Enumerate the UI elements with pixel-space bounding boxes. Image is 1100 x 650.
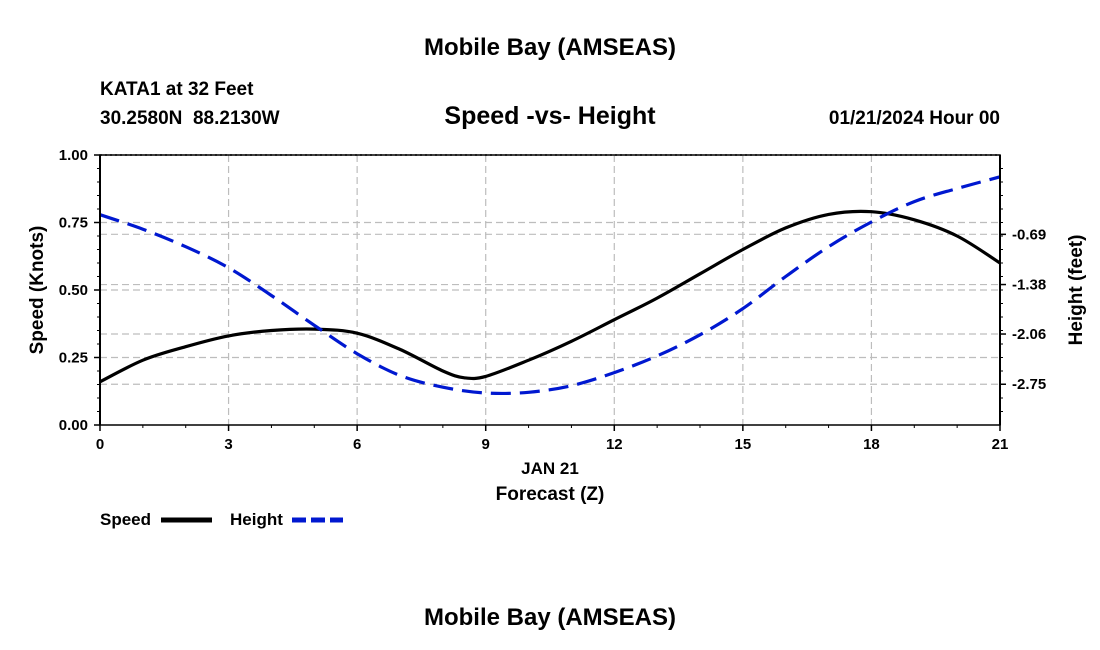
y-left-tick-label: 1.00 xyxy=(59,147,88,164)
legend-label-height: Height xyxy=(230,510,283,529)
x-tick-label: 9 xyxy=(482,436,490,453)
series-line-height xyxy=(99,175,1001,396)
chart-main-title: Mobile Bay (AMSEAS) xyxy=(424,34,676,61)
forecast-datetime: 01/21/2024 Hour 00 xyxy=(829,108,1000,129)
y-left-tick-label: 0.00 xyxy=(59,417,88,434)
series-layer xyxy=(99,175,1001,396)
x-axis-date-label: JAN 21 xyxy=(521,459,579,478)
x-tick-label: 0 xyxy=(96,436,104,453)
x-tick-label: 21 xyxy=(992,436,1009,453)
y-left-tick-label: 0.50 xyxy=(59,282,88,299)
x-tick-label: 6 xyxy=(353,436,361,453)
y-right-tick-label: -0.69 xyxy=(1012,226,1046,243)
x-tick-label: 15 xyxy=(735,436,752,453)
x-axis-title: Forecast (Z) xyxy=(496,484,605,505)
x-tick-label: 12 xyxy=(606,436,623,453)
x-tick-label: 18 xyxy=(863,436,880,453)
y-left-tick-label: 0.25 xyxy=(59,350,88,367)
legend-label-speed: Speed xyxy=(100,510,151,529)
y-left-tick-label: 0.75 xyxy=(59,215,88,232)
grid-lines xyxy=(100,154,1000,425)
y-right-tick-label: -2.75 xyxy=(1012,376,1046,393)
chart-subtitle: Speed -vs- Height xyxy=(444,102,656,130)
series-line-speed xyxy=(99,209,1001,384)
station-label: KATA1 at 32 Feet xyxy=(100,79,254,100)
y-right-tick-label: -2.06 xyxy=(1012,326,1046,343)
legend: Speed Height xyxy=(100,510,343,529)
y-axis-right-title: Height (feet) xyxy=(1066,235,1087,346)
y-axis-left-title: Speed (Knots) xyxy=(27,226,48,355)
station-coordinates: 30.2580N 88.2130W xyxy=(100,108,280,129)
footer-title: Mobile Bay (AMSEAS) xyxy=(424,604,676,631)
tick-marks: 0 3 6 9 12 15 18 21 0.00 0.25 0.50 0.75 1.00 -0.69 -1.… xyxy=(59,147,1046,453)
y-right-tick-label: -1.38 xyxy=(1012,277,1046,294)
x-tick-label: 3 xyxy=(224,436,232,453)
